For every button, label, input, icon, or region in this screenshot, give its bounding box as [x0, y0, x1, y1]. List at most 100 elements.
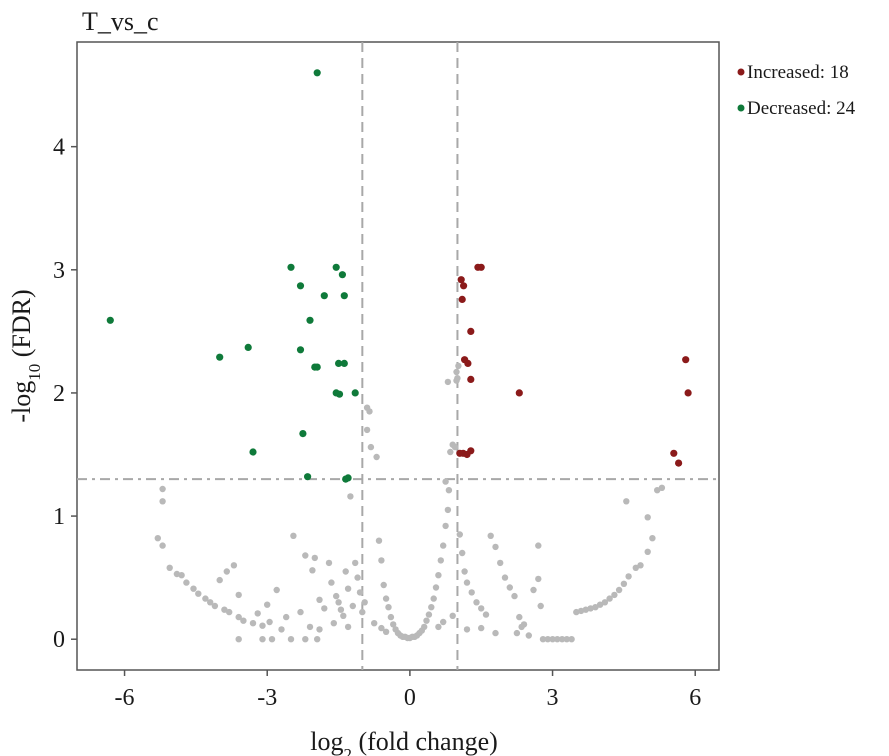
data-point: [649, 535, 656, 542]
data-point: [223, 568, 230, 575]
data-point: [435, 623, 442, 631]
data-point: [287, 636, 295, 643]
data-point: [467, 327, 475, 335]
data-point: [240, 617, 247, 624]
data-point: [332, 263, 340, 271]
data-point: [159, 485, 166, 493]
data-point: [344, 585, 352, 592]
data-point: [296, 282, 305, 290]
data-point: [458, 295, 466, 303]
data-point: [682, 356, 690, 364]
data-point: [611, 591, 618, 599]
data-point: [478, 624, 485, 632]
data-point: [333, 592, 340, 600]
data-point: [453, 368, 460, 376]
data-point: [487, 532, 494, 539]
data-point: [587, 605, 594, 612]
data-point: [309, 567, 316, 574]
data-point: [506, 584, 513, 591]
data-point: [183, 579, 190, 586]
data-point: [325, 559, 333, 567]
data-point: [207, 599, 214, 606]
data-point: [302, 636, 309, 643]
data-point: [606, 595, 613, 602]
data-point: [623, 498, 630, 505]
data-point: [230, 562, 238, 569]
data-point: [254, 610, 261, 617]
data-point: [320, 292, 328, 300]
data-point: [444, 378, 452, 386]
data-point: [335, 599, 342, 606]
data-point: [454, 375, 461, 382]
data-point: [430, 595, 437, 602]
data-point: [482, 611, 490, 618]
data-point: [464, 359, 472, 367]
data-point: [625, 573, 632, 580]
data-point: [299, 430, 307, 438]
data-point: [467, 375, 475, 383]
data-point: [620, 580, 628, 587]
data-point: [573, 608, 580, 616]
data-point: [442, 478, 449, 485]
plot-area: [76, 41, 720, 671]
data-point: [340, 612, 347, 619]
legend-decreased-marker: [737, 104, 745, 112]
data-point: [382, 595, 390, 602]
data-point: [456, 531, 463, 538]
data-point: [354, 574, 361, 581]
y-axis-title-rest: (FDR): [7, 289, 36, 363]
data-point: [460, 282, 468, 290]
data-point: [259, 636, 266, 643]
data-point: [596, 601, 604, 608]
y-tick-label: 0: [53, 627, 65, 653]
data-point: [367, 443, 375, 451]
x-axis-title-base: log: [310, 727, 343, 756]
legend-decreased-label: Decreased: 24: [747, 98, 856, 119]
data-point: [440, 618, 447, 626]
y-tick-label: 3: [53, 258, 65, 284]
x-tick-label: 0: [404, 685, 416, 711]
series-0: [456, 263, 692, 467]
legend: Increased: 18 Decreased: 24: [737, 62, 856, 119]
data-point: [558, 636, 566, 643]
data-point: [632, 564, 639, 571]
data-point: [249, 448, 257, 456]
data-point: [328, 579, 335, 586]
data-point: [347, 493, 354, 500]
data-point: [513, 629, 521, 637]
data-point: [216, 353, 224, 361]
data-point: [283, 613, 290, 621]
data-point: [154, 535, 161, 542]
data-point: [539, 636, 547, 643]
data-point: [428, 604, 435, 611]
data-point: [259, 622, 266, 629]
data-point: [385, 604, 392, 611]
data-point: [463, 579, 471, 586]
data-point: [363, 426, 371, 434]
data-point: [378, 557, 385, 564]
data-point: [670, 449, 678, 457]
data-point: [249, 620, 257, 627]
data-point: [449, 612, 456, 619]
data-point: [316, 596, 323, 603]
data-point: [178, 572, 185, 579]
data-point: [211, 602, 219, 610]
data-point: [444, 506, 452, 514]
data-point: [445, 487, 453, 494]
data-point: [244, 343, 252, 351]
data-point: [675, 459, 683, 467]
data-point: [235, 591, 242, 599]
data-point: [457, 276, 465, 284]
data-point: [497, 559, 504, 567]
data-point: [425, 611, 433, 618]
data-point: [447, 448, 454, 456]
data-point: [226, 608, 233, 616]
data-point: [563, 636, 570, 643]
data-point: [382, 628, 390, 635]
data-point: [455, 362, 462, 370]
data-point: [478, 605, 485, 612]
data-point: [492, 629, 499, 637]
data-point: [530, 586, 537, 594]
data-point: [435, 572, 442, 579]
